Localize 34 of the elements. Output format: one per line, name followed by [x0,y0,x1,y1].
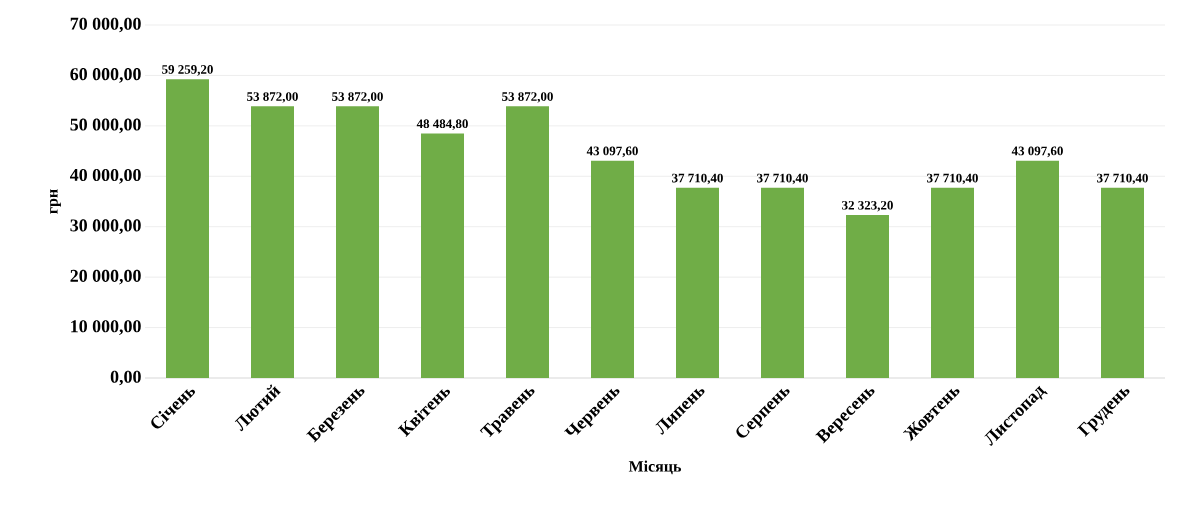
bar [336,106,379,378]
y-tick-label: 30 000,00 [70,219,141,235]
y-tick-label: 50 000,00 [70,118,141,134]
y-tick-label: 0,00 [110,370,141,386]
y-tick-label: 10 000,00 [71,320,141,335]
data-label: 43 097,60 [1011,146,1063,158]
data-label: 37 710,40 [927,173,978,185]
data-label: 37 710,40 [672,173,723,185]
x-axis-title: Місяць [628,460,681,475]
bar [846,215,889,378]
bar [506,106,549,378]
bar [591,160,634,378]
data-label: 48 484,80 [416,119,468,130]
data-label: 53 872,00 [502,92,553,103]
bar [676,187,719,378]
y-tick-label: 40 000,00 [70,168,141,184]
y-tick-label: 60 000,00 [70,68,141,83]
data-label: 32 323,20 [842,200,893,212]
y-axis-title: грн [50,189,61,214]
y-tick-label: 70 000,00 [70,17,141,33]
data-label: 37 710,40 [1097,173,1148,185]
data-label: 59 259,20 [162,65,213,76]
y-tick-label: 20 000,00 [70,269,141,285]
data-label: 37 710,40 [757,173,808,185]
bar [1101,187,1144,378]
bar [761,187,804,378]
bar [421,133,464,378]
data-label: 53 872,00 [247,92,298,103]
bar [1016,160,1059,378]
bar [251,106,294,378]
bar [166,79,209,378]
data-label: 53 872,00 [332,92,383,103]
bar [931,187,974,378]
data-label: 43 097,60 [586,146,638,158]
